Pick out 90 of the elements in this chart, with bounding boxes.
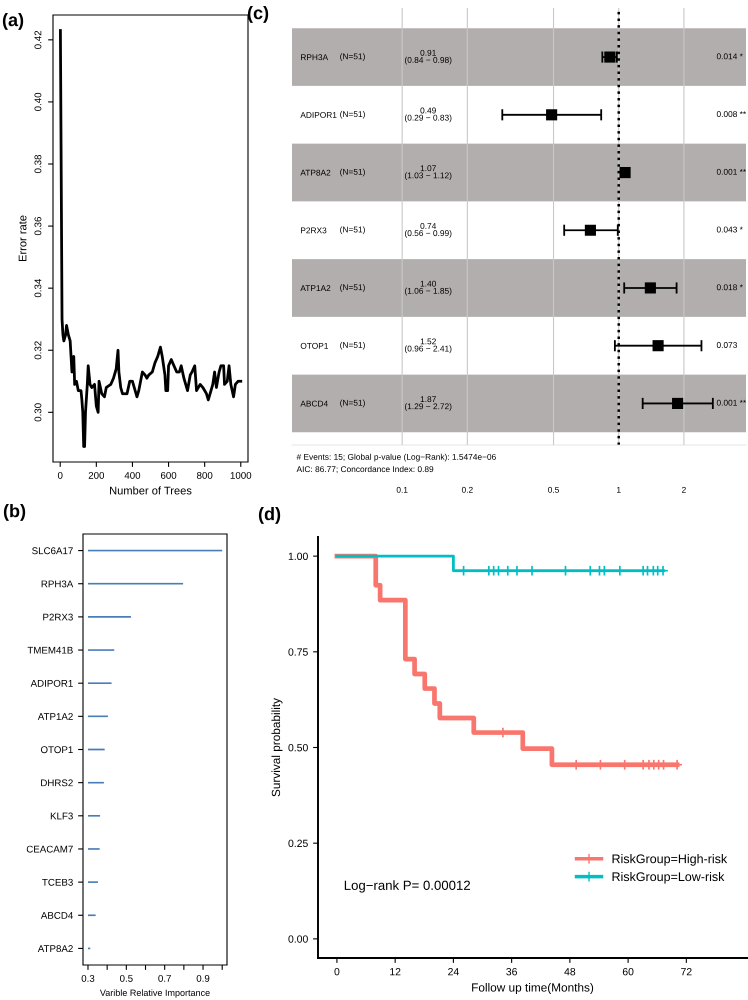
chart-title: (b) <box>4 504 26 521</box>
line-series <box>59 29 242 448</box>
y-tick-label: SLC6A17 <box>32 547 73 554</box>
legend-label: RiskGroup=Low-risk <box>612 872 724 884</box>
x-axis-title: Follow up time(Months) <box>472 982 594 994</box>
y-tick-label: 1.00 <box>288 552 308 560</box>
x-tick-label: 800 <box>196 472 212 479</box>
annotation: 1.07 (1.03 − 1.12) <box>404 165 452 180</box>
x-tick-label: 60 <box>622 968 634 976</box>
text: AIC: 86.77; Concordance Index: 0.89 <box>296 466 434 474</box>
x-axis-title: Varible Relative Importance <box>100 989 210 998</box>
x-tick-label: 0.5 <box>548 486 559 493</box>
y-tick-label: 0.50 <box>288 744 308 752</box>
y-tick-label: 0.34 <box>34 278 42 298</box>
y-tick-label: CEACAM7 <box>26 846 73 853</box>
y-axis-title: Error rate <box>18 216 26 262</box>
annotation: (N=51) <box>340 226 365 234</box>
y-tick-label: 0.00 <box>288 935 308 943</box>
x-tick-label: 2 <box>682 486 686 493</box>
annotation: 0.74 (0.56 − 0.99) <box>404 223 452 238</box>
y-tick-label: 0.25 <box>288 840 308 848</box>
annotation: 0.018 * <box>716 284 743 290</box>
y-axis-title: Survival probability <box>271 698 282 796</box>
annotation: 0.008 ** <box>716 111 746 118</box>
y-tick-label: RPH3A <box>301 54 328 60</box>
x-tick-label: 12 <box>390 968 400 976</box>
annotation: (N=51) <box>340 168 365 176</box>
x-tick-label: 400 <box>124 472 140 479</box>
y-tick-label: 0.38 <box>34 154 42 174</box>
annotation: 0.001 ** <box>716 168 746 175</box>
y-tick-label: 0.30 <box>34 403 42 422</box>
y-tick-label: ADIPOR1 <box>300 112 337 118</box>
y-tick-label: ATP8A2 <box>38 945 73 952</box>
x-axis-title: Number of Trees <box>110 486 192 494</box>
annotation: 1.87 (1.29 − 2.72) <box>404 396 452 411</box>
y-tick-label: ATP8A2 <box>300 170 330 176</box>
y-tick-label: TCEB3 <box>42 878 73 886</box>
x-tick-label: 24 <box>448 968 459 976</box>
x-tick-label: 0.2 <box>462 486 473 493</box>
annotation: (N=51) <box>340 110 365 119</box>
x-tick-label: 600 <box>160 472 176 479</box>
annotation: 0.001 ** <box>716 400 746 406</box>
x-tick-label: 0.7 <box>158 974 171 982</box>
x-tick-label: 48 <box>564 968 576 976</box>
annotation: 0.91 (0.84 − 0.98) <box>404 50 452 65</box>
annotation: (N=51) <box>340 53 365 61</box>
y-tick-label: OTOP1 <box>40 746 73 754</box>
x-tick-label: 0.5 <box>120 974 133 982</box>
chart-title: (a) <box>2 13 24 30</box>
x-tick-label: 1 <box>617 486 621 493</box>
y-tick-label: ABCD4 <box>40 912 73 919</box>
annotation: (N=51) <box>340 400 365 408</box>
y-tick-label: RPH3A <box>42 580 74 588</box>
y-tick-label: ADIPOR1 <box>30 680 73 687</box>
y-tick-label: ABCD4 <box>300 400 328 407</box>
y-tick-label: DHRS2 <box>41 779 73 786</box>
y-tick-label: TMEM41B <box>28 646 73 654</box>
annotation: 0.073 <box>716 342 737 348</box>
y-tick-label: OTOP1 <box>300 342 328 349</box>
y-tick-label: P2RX3 <box>301 227 326 234</box>
y-tick-label: ATP1A2 <box>300 285 330 291</box>
text: # Events: 15; Global p-value (Log−Rank): 1.5474e−06 <box>296 454 496 462</box>
y-tick-label: 0.75 <box>288 648 308 656</box>
y-tick-label: ATP1A2 <box>38 713 73 720</box>
x-tick-label: 36 <box>506 968 517 976</box>
x-tick-label: 0.9 <box>196 974 210 982</box>
x-tick-label: 0 <box>334 968 340 976</box>
annotation: (N=51) <box>340 342 365 350</box>
x-tick-label: 72 <box>681 968 692 976</box>
x-tick-label: 1000 <box>230 472 252 479</box>
annotation: Log−rank P= 0.00012 <box>344 880 470 893</box>
y-tick-label: KLF3 <box>50 812 73 820</box>
annotation: 1.40 (1.06 − 1.85) <box>404 280 452 296</box>
annotation: 1.52 (0.96 − 2.41) <box>404 338 452 354</box>
legend-label: RiskGroup=High-risk <box>612 854 728 866</box>
annotation: 0.014 * <box>716 53 743 60</box>
x-tick-label: 0.1 <box>396 486 408 493</box>
annotation: 0.49 (0.29 − 0.83) <box>404 108 452 122</box>
chart-title: (d) <box>258 507 280 524</box>
y-tick-label: 0.36 <box>34 217 42 236</box>
annotation: 0.043 * <box>716 226 743 232</box>
x-tick-label: 200 <box>88 472 104 479</box>
y-tick-label: 0.32 <box>34 341 42 360</box>
x-tick-label: 0 <box>58 472 63 479</box>
y-tick-label: P2RX3 <box>43 614 73 621</box>
annotation: (N=51) <box>340 284 365 292</box>
y-tick-label: 0.40 <box>34 92 42 111</box>
chart-title: (c) <box>248 6 268 23</box>
x-tick-label: 0.3 <box>82 974 94 982</box>
y-tick-label: 0.42 <box>34 30 42 49</box>
